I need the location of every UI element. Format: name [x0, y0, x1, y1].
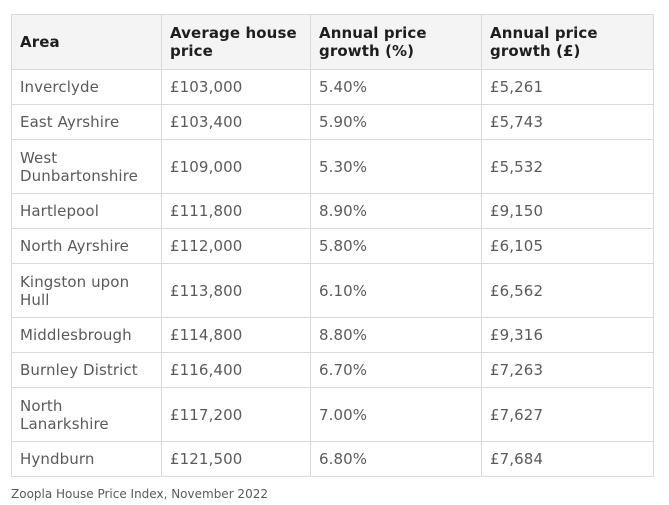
cell-average-price: £114,800 — [161, 317, 311, 353]
cell-average-price: £116,400 — [161, 352, 311, 388]
cell-growth-percent: 8.90% — [310, 193, 482, 229]
cell-growth-pounds: £6,562 — [481, 263, 654, 318]
table-row: Inverclyde £103,000 5.40% £5,261 — [11, 69, 654, 105]
cell-growth-pounds: £9,316 — [481, 317, 654, 353]
cell-growth-pounds: £5,743 — [481, 104, 654, 140]
table-row: Burnley District £116,400 6.70% £7,263 — [11, 352, 654, 388]
table-header: Area Average house price Annual price gr… — [11, 14, 654, 70]
cell-area: Hartlepool — [11, 193, 162, 229]
cell-growth-pounds: £7,684 — [481, 441, 654, 477]
header-annual-growth-percent: Annual price growth (%) — [310, 14, 482, 70]
cell-average-price: £121,500 — [161, 441, 311, 477]
table-row: West Dunbartonshire £109,000 5.30% £5,53… — [11, 139, 654, 194]
table-row: North Ayrshire £112,000 5.80% £6,105 — [11, 228, 654, 264]
cell-area: East Ayrshire — [11, 104, 162, 140]
cell-average-price: £109,000 — [161, 139, 311, 194]
cell-growth-percent: 6.10% — [310, 263, 482, 318]
table-row: East Ayrshire £103,400 5.90% £5,743 — [11, 104, 654, 140]
cell-area: North Ayrshire — [11, 228, 162, 264]
cell-growth-percent: 5.40% — [310, 69, 482, 105]
cell-average-price: £112,000 — [161, 228, 311, 264]
table-row: Middlesbrough £114,800 8.80% £9,316 — [11, 317, 654, 353]
cell-growth-pounds: £7,263 — [481, 352, 654, 388]
table-row: Kingston upon Hull £113,800 6.10% £6,562 — [11, 263, 654, 318]
cell-growth-percent: 5.30% — [310, 139, 482, 194]
source-caption: Zoopla House Price Index, November 2022 — [11, 487, 268, 501]
table-row: Hyndburn £121,500 6.80% £7,684 — [11, 441, 654, 477]
cell-area: West Dunbartonshire — [11, 139, 162, 194]
cell-area: Middlesbrough — [11, 317, 162, 353]
cell-average-price: £117,200 — [161, 387, 311, 442]
cell-growth-percent: 6.80% — [310, 441, 482, 477]
cell-growth-percent: 7.00% — [310, 387, 482, 442]
header-area: Area — [11, 14, 162, 70]
cell-growth-percent: 5.80% — [310, 228, 482, 264]
header-annual-growth-pounds: Annual price growth (£) — [481, 14, 654, 70]
cell-area: Burnley District — [11, 352, 162, 388]
cell-area: North Lanarkshire — [11, 387, 162, 442]
table-row: North Lanarkshire £117,200 7.00% £7,627 — [11, 387, 654, 442]
cell-average-price: £103,400 — [161, 104, 311, 140]
cell-growth-pounds: £5,261 — [481, 69, 654, 105]
cell-growth-pounds: £6,105 — [481, 228, 654, 264]
cell-growth-pounds: £5,532 — [481, 139, 654, 194]
cell-average-price: £113,800 — [161, 263, 311, 318]
cell-area: Hyndburn — [11, 441, 162, 477]
header-row: Area Average house price Annual price gr… — [11, 14, 654, 70]
cell-area: Kingston upon Hull — [11, 263, 162, 318]
cell-growth-percent: 8.80% — [310, 317, 482, 353]
house-price-table: Area Average house price Annual price gr… — [11, 14, 654, 477]
cell-growth-percent: 6.70% — [310, 352, 482, 388]
cell-average-price: £111,800 — [161, 193, 311, 229]
header-average-house-price: Average house price — [161, 14, 311, 70]
cell-area: Inverclyde — [11, 69, 162, 105]
cell-growth-pounds: £9,150 — [481, 193, 654, 229]
cell-average-price: £103,000 — [161, 69, 311, 105]
table-body: Inverclyde £103,000 5.40% £5,261 East Ay… — [11, 69, 654, 477]
cell-growth-percent: 5.90% — [310, 104, 482, 140]
table-row: Hartlepool £111,800 8.90% £9,150 — [11, 193, 654, 229]
cell-growth-pounds: £7,627 — [481, 387, 654, 442]
